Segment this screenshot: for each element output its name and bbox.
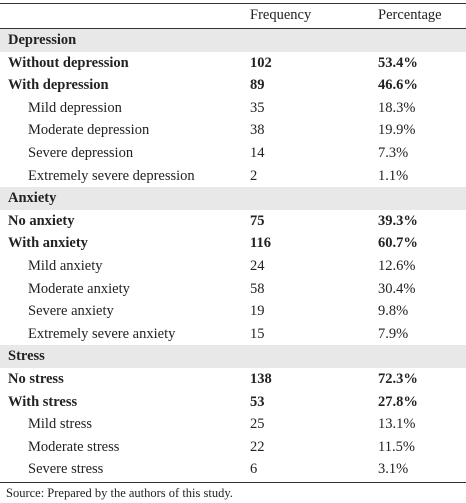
table-row: Moderate stress 22 11.5% xyxy=(0,436,466,459)
row-label: With anxiety xyxy=(8,235,88,252)
table-row: Mild stress 25 13.1% xyxy=(0,413,466,436)
frequency-cell: 6 xyxy=(250,461,258,478)
percentage-cell: 1.1% xyxy=(378,167,409,184)
table-row: Severe stress 6 3.1% xyxy=(0,458,466,481)
table-row: Mild anxiety 24 12.6% xyxy=(0,255,466,278)
percentage-cell: 7.3% xyxy=(378,145,409,161)
percentage-cell: 18.3% xyxy=(378,99,416,116)
row-label: Moderate stress xyxy=(28,438,120,455)
frequency-cell: 35 xyxy=(250,99,265,116)
table-row: Without depression 102 53.4% xyxy=(0,52,466,75)
percentage-cell: 19.9% xyxy=(378,122,416,139)
percentage-cell: 11.5% xyxy=(378,438,415,455)
frequency-cell: 24 xyxy=(250,258,265,274)
frequency-cell: 38 xyxy=(250,122,265,139)
table-row: Mild depression 35 18.3% xyxy=(0,97,466,120)
row-label: Extremely severe depression xyxy=(28,167,195,184)
frequency-cell: 138 xyxy=(250,371,272,387)
row-label: Severe anxiety xyxy=(28,303,114,320)
percentage-cell: 27.8% xyxy=(378,393,418,410)
percentage-cell: 46.6% xyxy=(378,77,418,94)
percentage-cell: 72.3% xyxy=(378,371,418,387)
frequency-cell: 14 xyxy=(250,145,265,161)
percentage-cell: 60.7% xyxy=(378,235,418,252)
table-row: With anxiety 116 60.7% xyxy=(0,232,466,255)
frequency-cell: 22 xyxy=(250,438,265,455)
frequency-cell: 58 xyxy=(250,280,265,297)
header-rule xyxy=(0,28,466,29)
table-row: Moderate anxiety 58 30.4% xyxy=(0,278,466,301)
row-label: Moderate anxiety xyxy=(28,280,130,297)
table-row: No anxiety 75 39.3% xyxy=(0,210,466,233)
frequency-cell: 53 xyxy=(250,393,265,410)
row-label: No stress xyxy=(8,371,64,387)
row-label: Mild stress xyxy=(28,416,93,433)
column-header: Frequency xyxy=(250,7,312,23)
frequency-cell: 89 xyxy=(250,77,265,94)
frequency-cell: 2 xyxy=(250,167,258,184)
percentage-cell: 13.1% xyxy=(378,416,416,433)
row-label: Mild depression xyxy=(28,99,122,116)
frequency-cell: 75 xyxy=(250,212,265,229)
percentage-cell: 53.4% xyxy=(378,54,418,71)
table-row: Extremely severe depression 2 1.1% xyxy=(0,165,466,188)
table-row: With stress 53 27.8% xyxy=(0,391,466,414)
table-row: Severe depression 14 7.3% xyxy=(0,142,466,165)
frequency-cell: 116 xyxy=(250,235,271,252)
section-title: Depression xyxy=(8,32,77,48)
row-label: Severe depression xyxy=(28,145,134,161)
percentage-cell: 12.6% xyxy=(378,258,416,274)
row-label: Moderate depression xyxy=(28,122,150,139)
table-row: Moderate depression 38 19.9% xyxy=(0,119,466,142)
row-label: No anxiety xyxy=(8,212,75,229)
row-label: Extremely severe anxiety xyxy=(28,325,176,342)
row-label: Without depression xyxy=(8,54,129,71)
section-row: Anxiety xyxy=(0,187,466,210)
percentage-cell: 9.8% xyxy=(378,303,409,320)
section-title: Anxiety xyxy=(8,190,57,207)
frequency-cell: 25 xyxy=(250,416,265,433)
row-label: With stress xyxy=(8,393,78,410)
section-title: Stress xyxy=(8,348,45,365)
row-label: Mild anxiety xyxy=(28,258,103,274)
frequency-cell: 102 xyxy=(250,54,272,71)
section-row: Stress xyxy=(0,345,466,368)
percentage-cell: 3.1% xyxy=(378,461,409,478)
percentage-cell: 30.4% xyxy=(378,280,416,297)
header-row: Frequency Percentage xyxy=(0,4,466,27)
frequency-cell: 15 xyxy=(250,325,265,342)
row-label: Severe stress xyxy=(28,461,104,478)
top-rule xyxy=(0,3,466,4)
row-label: With depression xyxy=(8,77,109,94)
section-row: Depression xyxy=(0,29,466,52)
bottom-rule xyxy=(0,482,466,483)
column-header: Percentage xyxy=(378,7,442,23)
table-row: With depression 89 46.6% xyxy=(0,74,466,97)
percentage-cell: 7.9% xyxy=(378,325,409,342)
table-row: No stress 138 72.3% xyxy=(0,368,466,391)
table-row: Severe anxiety 19 9.8% xyxy=(0,300,466,323)
source-note: Source: Prepared by the authors of this … xyxy=(6,486,233,500)
table-row: Extremely severe anxiety 15 7.9% xyxy=(0,323,466,346)
percentage-cell: 39.3% xyxy=(378,212,418,229)
frequency-cell: 19 xyxy=(250,303,265,320)
